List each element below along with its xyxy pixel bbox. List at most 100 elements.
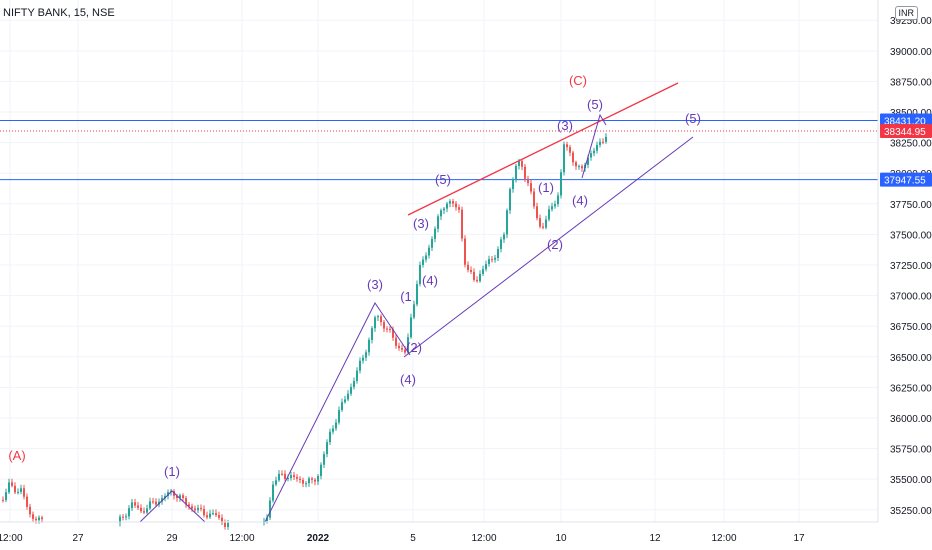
candle-body bbox=[596, 144, 598, 151]
candle-body bbox=[491, 259, 493, 261]
wave-label: (A) bbox=[8, 448, 25, 463]
candle-body bbox=[533, 191, 535, 207]
price-tag-label: 38344.95 bbox=[884, 127, 926, 138]
candle-body bbox=[326, 442, 328, 455]
candle-body bbox=[272, 484, 274, 501]
candle-body bbox=[506, 210, 508, 235]
candle-body bbox=[413, 304, 415, 318]
price-axis[interactable]: 35250.00 35500.00 35750.00 36000.00 36250.00… bbox=[890, 16, 932, 517]
candle-body bbox=[578, 166, 580, 168]
x-tick-label: 27 bbox=[72, 533, 84, 544]
candle-body bbox=[20, 488, 22, 492]
candle-body bbox=[155, 501, 157, 505]
y-tick-label: 38750.00 bbox=[890, 77, 932, 88]
candle-body bbox=[35, 518, 37, 521]
currency-label[interactable]: INR bbox=[894, 6, 918, 20]
wave-label: (4) bbox=[400, 372, 416, 387]
candle-body bbox=[2, 499, 4, 501]
y-tick-label: 36750.00 bbox=[890, 322, 932, 333]
candle-body bbox=[569, 147, 571, 153]
candle-body bbox=[464, 238, 466, 265]
candle-body bbox=[488, 259, 490, 265]
candle-body bbox=[563, 144, 565, 173]
candle-body bbox=[383, 322, 385, 329]
candle-body bbox=[290, 475, 292, 479]
candle-body bbox=[500, 239, 502, 249]
candle-body bbox=[365, 352, 367, 358]
candle-body bbox=[512, 178, 514, 190]
time-axis[interactable]: 12:00 27 29 12:00 2022 5 12:00 10 12 12:00 17 bbox=[0, 533, 805, 544]
candle-body bbox=[353, 380, 355, 388]
wave-labels: (A) (1) (3) (4) (1 (4) (2) (3) (5) (1) (4) (2) (3) (5… bbox=[8, 73, 701, 479]
candle-body bbox=[437, 216, 439, 229]
candle-body bbox=[302, 479, 304, 484]
candle-body bbox=[317, 475, 319, 482]
candle-body bbox=[524, 166, 526, 179]
candle-body bbox=[422, 259, 424, 265]
candle-body bbox=[527, 178, 529, 184]
y-tick-label: 36250.00 bbox=[890, 383, 932, 394]
candle-body bbox=[530, 183, 532, 192]
candle-body bbox=[443, 208, 445, 211]
x-tick-label: 12 bbox=[649, 533, 661, 544]
candle-body bbox=[161, 498, 163, 502]
candle-body bbox=[209, 513, 211, 518]
wave-label: (3) bbox=[413, 216, 429, 231]
candle-body bbox=[152, 501, 154, 503]
candle-body bbox=[293, 475, 295, 477]
wave-label: (5) bbox=[435, 172, 451, 187]
candle-body bbox=[470, 269, 472, 272]
candle-body bbox=[590, 153, 592, 158]
y-tick-label: 37250.00 bbox=[890, 261, 932, 272]
candle-body bbox=[11, 482, 13, 486]
y-tick-label: 36000.00 bbox=[890, 414, 932, 425]
candle-body bbox=[494, 257, 496, 260]
candle-body bbox=[269, 500, 271, 518]
candle-body bbox=[593, 150, 595, 154]
x-tick-label: 2022 bbox=[307, 533, 330, 544]
candle-body bbox=[323, 454, 325, 465]
candle-body bbox=[176, 495, 178, 499]
candle-body bbox=[182, 495, 184, 499]
candle-body bbox=[392, 329, 394, 338]
candle-body bbox=[17, 491, 19, 493]
wave-label: (1) bbox=[538, 180, 554, 195]
candle-body bbox=[356, 370, 358, 381]
x-tick-label: 10 bbox=[555, 533, 567, 544]
wave-label: (4) bbox=[572, 193, 588, 208]
candle-body bbox=[431, 238, 433, 248]
candle-body bbox=[143, 511, 145, 513]
candle-body bbox=[311, 478, 313, 480]
chart-title: NIFTY BANK, 15, NSE bbox=[3, 7, 115, 19]
candle-body bbox=[455, 203, 457, 208]
candle-body bbox=[332, 428, 334, 432]
y-tick-label: 39250.00 bbox=[890, 16, 932, 27]
candle-body bbox=[545, 219, 547, 228]
candle-body bbox=[32, 514, 34, 519]
candle-body bbox=[275, 480, 277, 485]
candle-body bbox=[395, 337, 397, 346]
candle-body bbox=[518, 161, 520, 166]
candle-body bbox=[146, 508, 148, 513]
wave-label: (3) bbox=[367, 277, 383, 292]
candle-body bbox=[335, 422, 337, 429]
candle-body bbox=[560, 172, 562, 196]
candle-body bbox=[329, 431, 331, 443]
candle-body bbox=[164, 495, 166, 499]
price-tag-label: 38431.20 bbox=[884, 116, 926, 127]
y-tick-label: 37750.00 bbox=[890, 200, 932, 211]
candle-body bbox=[539, 218, 541, 227]
candle-body bbox=[281, 473, 283, 475]
candle-body bbox=[479, 273, 481, 282]
candle-body bbox=[467, 264, 469, 270]
candle-body bbox=[134, 502, 136, 506]
candle-body bbox=[14, 485, 16, 493]
candle-body bbox=[401, 348, 403, 350]
candle-body bbox=[359, 360, 361, 371]
candle-body bbox=[554, 204, 556, 207]
candle-body bbox=[509, 189, 511, 211]
candle-body bbox=[29, 506, 31, 515]
price-tag bbox=[880, 113, 932, 128]
candle-body bbox=[320, 464, 322, 476]
